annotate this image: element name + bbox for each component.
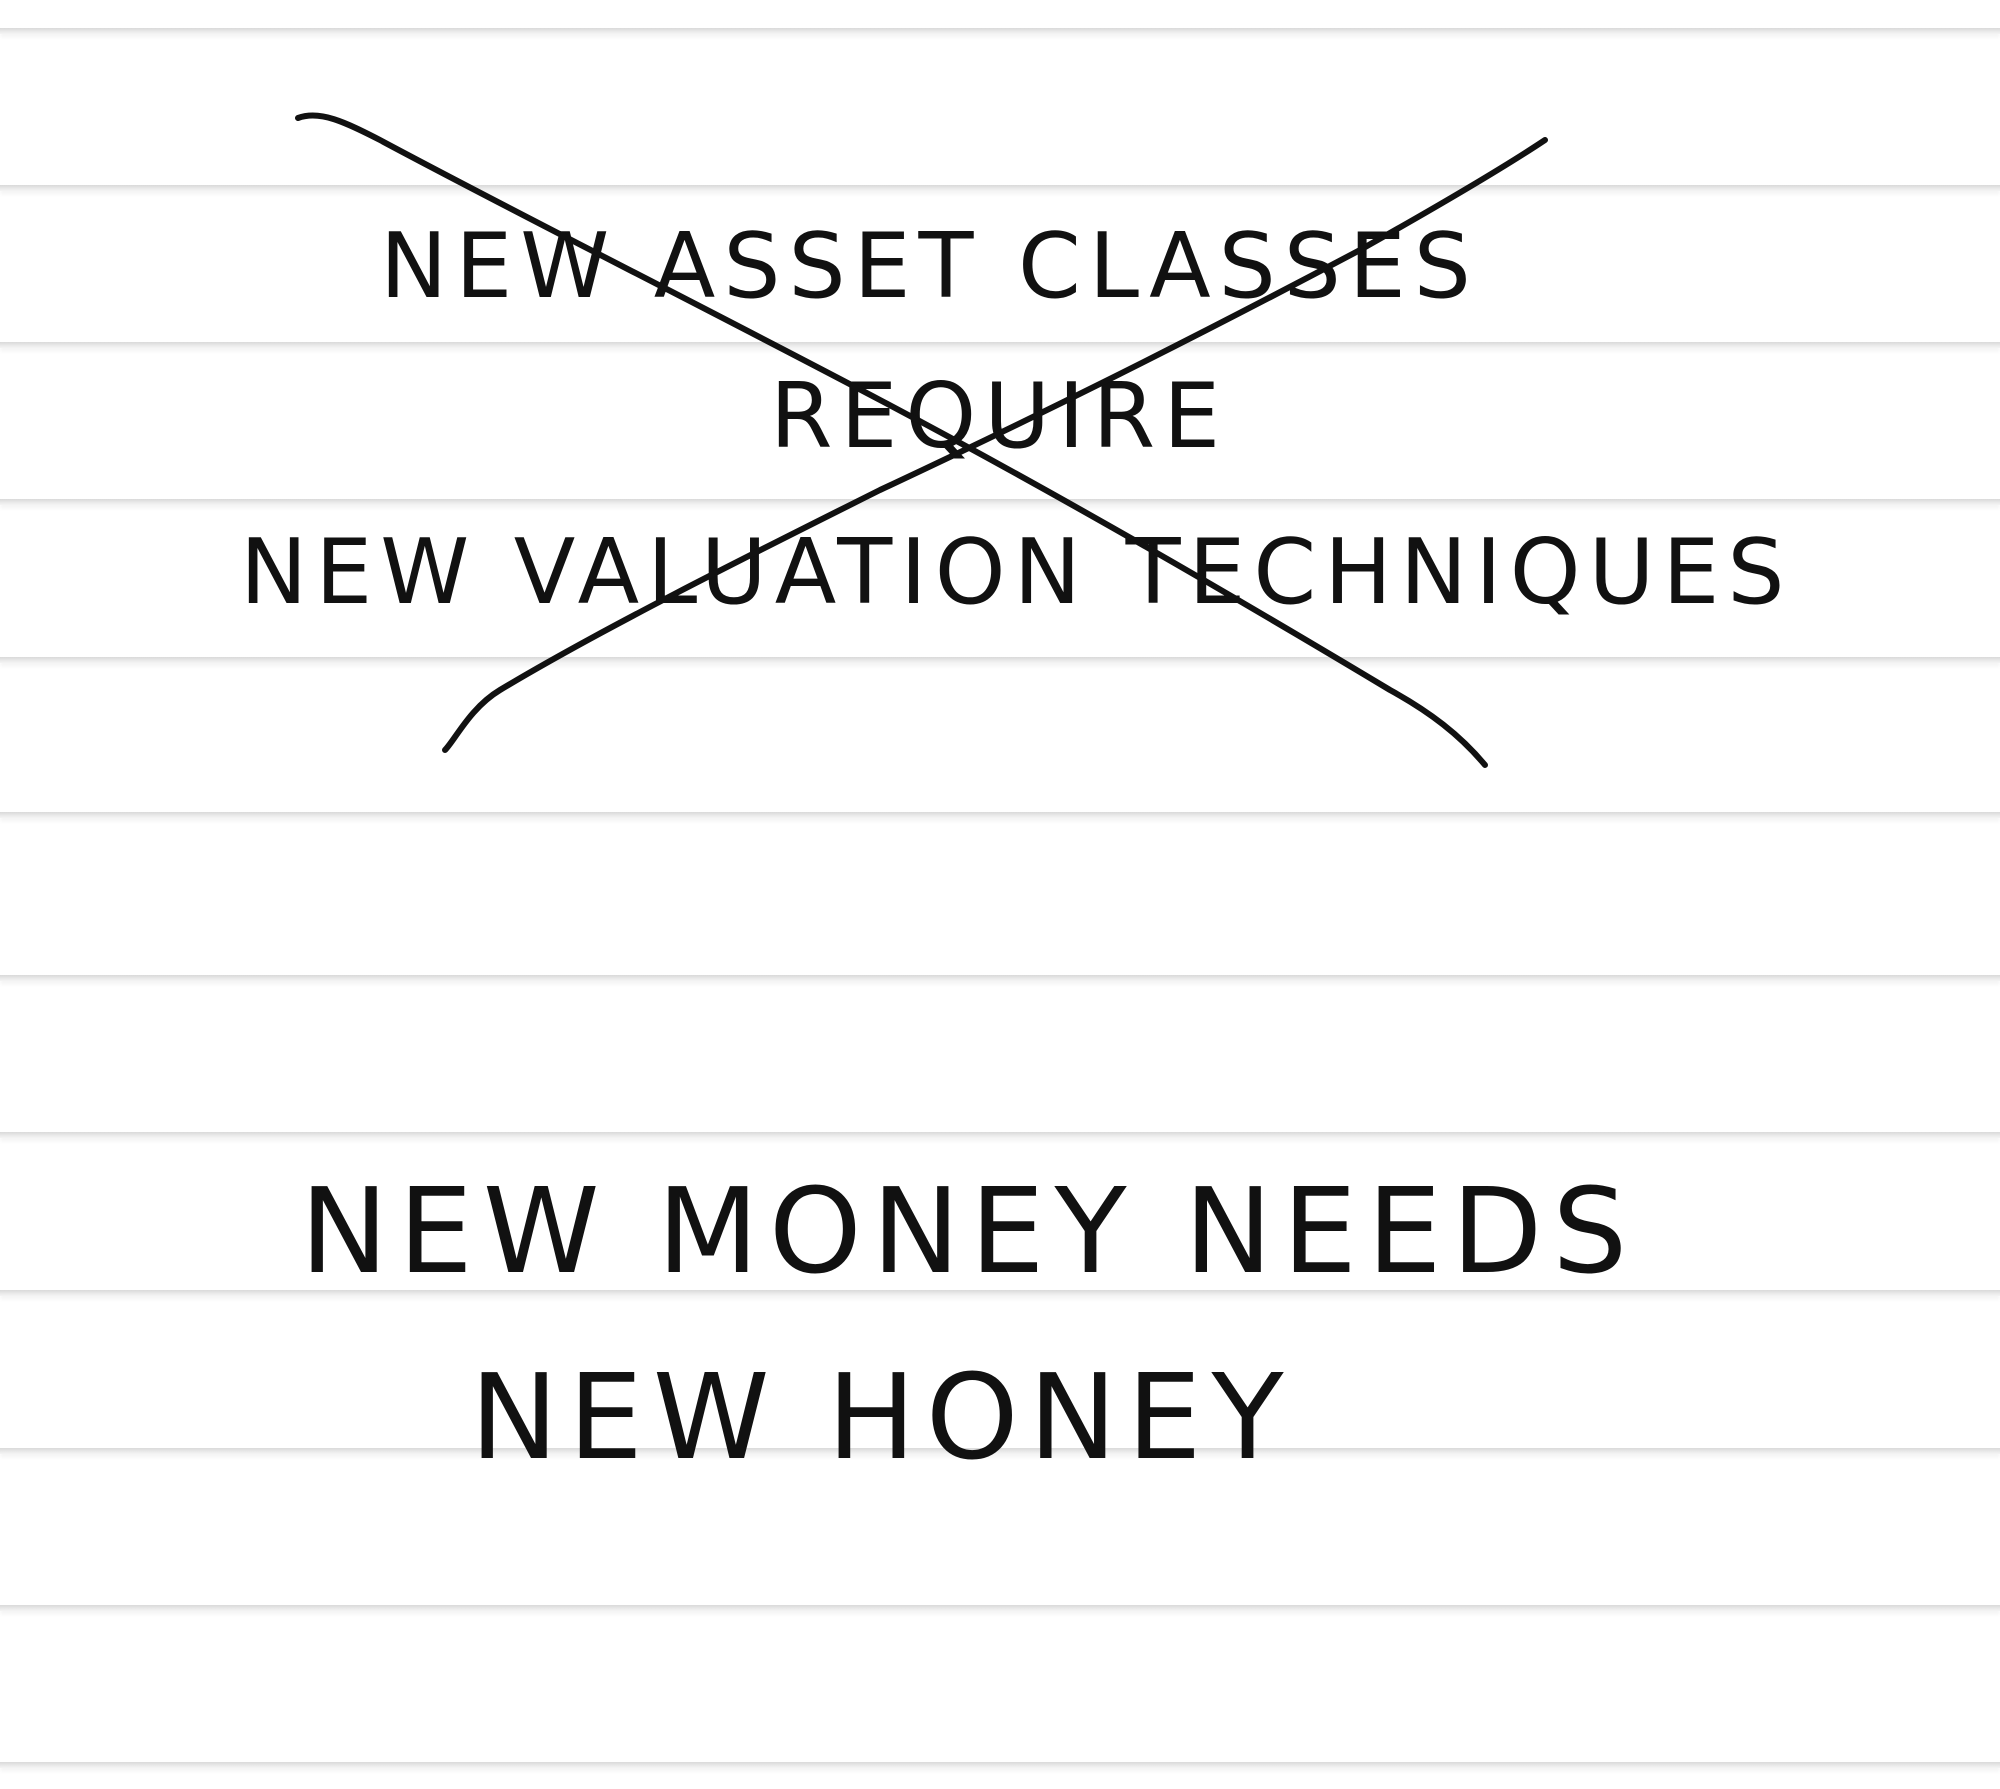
crossed-line-1: NEW ASSET CLASSES: [380, 214, 1479, 319]
replacement-line-1: NEW MONEY NEEDS: [300, 1162, 1638, 1300]
ruled-line: [0, 342, 2000, 348]
ruled-line: [0, 1132, 2000, 1138]
replacement-line-2: NEW HONEY: [470, 1348, 1294, 1486]
crossed-line-3: NEW VALUATION TECHNIQUES: [240, 520, 1793, 625]
ruled-line: [0, 28, 2000, 34]
ruled-line: [0, 499, 2000, 505]
ruled-line: [0, 1448, 2000, 1454]
ruled-line: [0, 812, 2000, 818]
ruled-line: [0, 185, 2000, 191]
crossed-line-2: REQUIRE: [770, 364, 1229, 469]
ruled-line: [0, 1762, 2000, 1768]
ruled-line: [0, 975, 2000, 981]
ruled-line: [0, 1605, 2000, 1611]
ruled-line: [0, 1290, 2000, 1296]
ruled-line: [0, 657, 2000, 663]
